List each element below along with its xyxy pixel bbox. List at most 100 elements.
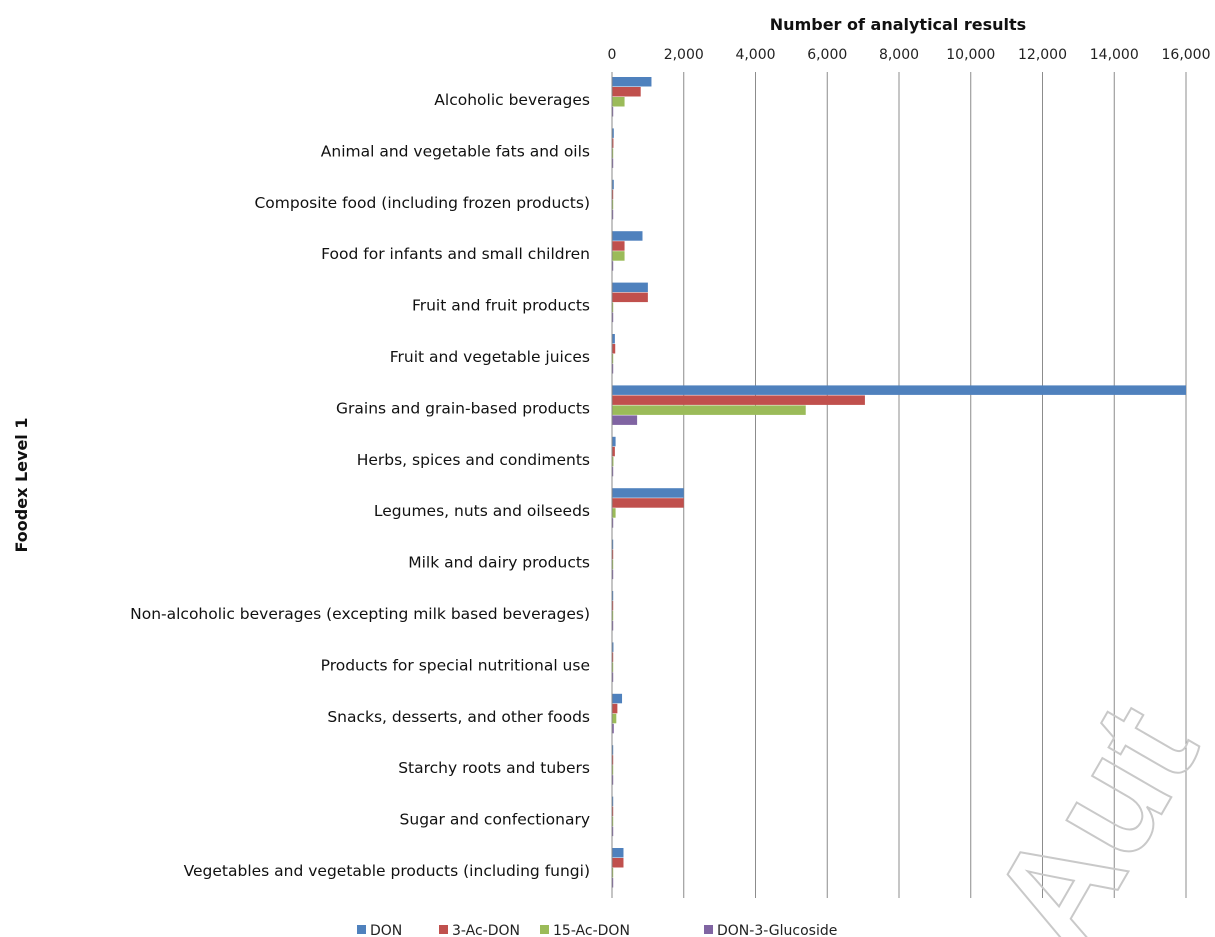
- bar-3-ac-don: [612, 755, 614, 765]
- bar-don: [612, 436, 616, 447]
- bar-don: [612, 848, 624, 858]
- x-tick-label: 4,000: [735, 47, 775, 63]
- bar-15-ac-don: [612, 456, 614, 467]
- bar-don: [612, 693, 623, 704]
- category-label: Legumes, nuts and oilseeds: [374, 502, 590, 520]
- bar-15-ac-don: [612, 148, 614, 158]
- category-label: Alcoholic beverages: [434, 91, 590, 109]
- category-label: Starchy roots and tubers: [398, 759, 590, 777]
- watermark: Aut: [959, 677, 1215, 937]
- bar-15-ac-don: [612, 302, 614, 313]
- bar-don-3-glucoside: [612, 723, 614, 734]
- x-tick-label: 14,000: [1090, 47, 1139, 63]
- bar-3-ac-don: [612, 601, 614, 611]
- bars: [612, 77, 1186, 888]
- x-tick-label: 6,000: [807, 47, 847, 63]
- category-label: Milk and dairy products: [408, 554, 590, 572]
- bar-don: [612, 591, 614, 601]
- bar-3-ac-don: [612, 292, 648, 303]
- bar-15-ac-don: [612, 868, 614, 878]
- category-label: Herbs, spices and condiments: [357, 451, 590, 469]
- bar-don: [612, 77, 652, 87]
- x-tick-label: 16,000: [1162, 47, 1211, 63]
- bar-don-3-glucoside: [612, 672, 614, 682]
- bar-3-ac-don: [612, 395, 865, 405]
- bar-don-3-glucoside: [612, 466, 614, 477]
- legend-label: DON: [370, 923, 402, 937]
- bar-3-ac-don: [612, 87, 641, 97]
- y-axis-title: Foodex Level 1: [12, 418, 31, 553]
- bar-15-ac-don: [612, 559, 614, 570]
- bar-15-ac-don: [612, 508, 616, 518]
- bar-don: [612, 231, 643, 241]
- bar-15-ac-don: [612, 354, 614, 364]
- bar-3-ac-don: [612, 189, 614, 200]
- bar-3-ac-don: [612, 344, 616, 354]
- bar-don-3-glucoside: [612, 261, 614, 271]
- bar-15-ac-don: [612, 405, 806, 415]
- bar-don-3-glucoside: [612, 107, 614, 117]
- bar-don: [612, 334, 615, 344]
- bar-don-3-glucoside: [612, 621, 614, 631]
- bar-don: [612, 385, 1186, 395]
- x-tick-label: 0: [608, 47, 617, 63]
- bar-3-ac-don: [612, 806, 614, 817]
- bar-3-ac-don: [612, 858, 624, 868]
- bar-15-ac-don: [612, 662, 614, 672]
- x-tick-labels: 0 2,000 4,000 6,000 8,000 10,000 12,000 14,000 1…: [608, 47, 1211, 63]
- bar-don: [612, 128, 614, 138]
- legend-label: 15-Ac-DON: [553, 923, 630, 937]
- bar-15-ac-don: [612, 816, 614, 827]
- bar-don-3-glucoside: [612, 364, 614, 374]
- bar-3-ac-don: [612, 703, 618, 714]
- bar-don: [612, 642, 614, 652]
- bar-don: [612, 282, 648, 293]
- x-tick-label: 12,000: [1018, 47, 1067, 63]
- bar-15-ac-don: [612, 611, 614, 621]
- bar-don: [612, 539, 614, 550]
- bar-don: [612, 796, 614, 807]
- bar-don-3-glucoside: [612, 569, 614, 580]
- x-tick-label: 2,000: [664, 47, 704, 63]
- bar-15-ac-don: [612, 713, 617, 724]
- bar-15-ac-don: [612, 199, 614, 210]
- category-label: Food for infants and small children: [321, 245, 590, 263]
- category-label: Vegetables and vegetable products (inclu…: [184, 862, 590, 880]
- bar-don-3-glucoside: [612, 878, 614, 888]
- x-tick-label: 8,000: [879, 47, 919, 63]
- category-label: Fruit and vegetable juices: [390, 348, 590, 366]
- bar-15-ac-don: [612, 97, 625, 107]
- category-labels: Alcoholic beverages Animal and vegetable …: [130, 91, 590, 880]
- x-axis-title: Number of analytical results: [770, 15, 1026, 34]
- legend-swatch: [704, 925, 713, 934]
- x-tick-label: 10,000: [946, 47, 995, 63]
- bar-don-3-glucoside: [612, 312, 614, 323]
- bar-don: [612, 179, 614, 190]
- bar-don-3-glucoside: [612, 518, 614, 528]
- bar-don-3-glucoside: [612, 775, 614, 785]
- category-label: Products for special nutritional use: [321, 656, 590, 674]
- bar-3-ac-don: [612, 138, 614, 148]
- bar-3-ac-don: [612, 241, 625, 251]
- bar-3-ac-don: [612, 498, 684, 508]
- gridlines: [683, 72, 1187, 898]
- bar-don-3-glucoside: [612, 826, 614, 837]
- bar-15-ac-don: [612, 765, 614, 775]
- bar-3-ac-don: [612, 652, 614, 662]
- bar-15-ac-don: [612, 251, 625, 261]
- category-label: Sugar and confectionary: [400, 811, 590, 829]
- category-label: Snacks, desserts, and other foods: [327, 708, 590, 726]
- bar-don-3-glucoside: [612, 415, 638, 425]
- bar-3-ac-don: [612, 549, 614, 560]
- legend-swatch: [357, 925, 366, 934]
- bar-don-3-glucoside: [612, 209, 614, 220]
- bar-don: [612, 745, 614, 755]
- category-label: Non-alcoholic beverages (excepting milk …: [130, 605, 590, 623]
- category-label: Fruit and fruit products: [412, 297, 590, 315]
- legend-swatch: [439, 925, 448, 934]
- category-label: Grains and grain-based products: [336, 399, 590, 417]
- legend: DON 3-Ac-DON 15-Ac-DON DON-3-Glucoside: [357, 923, 837, 937]
- legend-swatch: [540, 925, 549, 934]
- legend-label: DON-3-Glucoside: [717, 923, 837, 937]
